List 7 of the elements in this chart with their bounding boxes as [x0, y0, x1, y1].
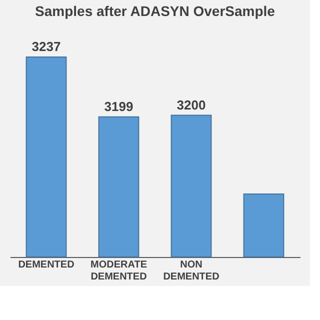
- x-tick-label: NON DEMENTED: [163, 260, 220, 282]
- data-label: 3200: [176, 97, 206, 112]
- x-tick-label: MODERATE DEMENTED: [90, 260, 148, 282]
- data-label: 3237: [32, 39, 61, 54]
- x-tick-label: DEMENTED: [18, 260, 74, 270]
- data-label: 3199: [104, 98, 134, 114]
- chart-title: Samples after ADASYN OverSample: [35, 3, 276, 19]
